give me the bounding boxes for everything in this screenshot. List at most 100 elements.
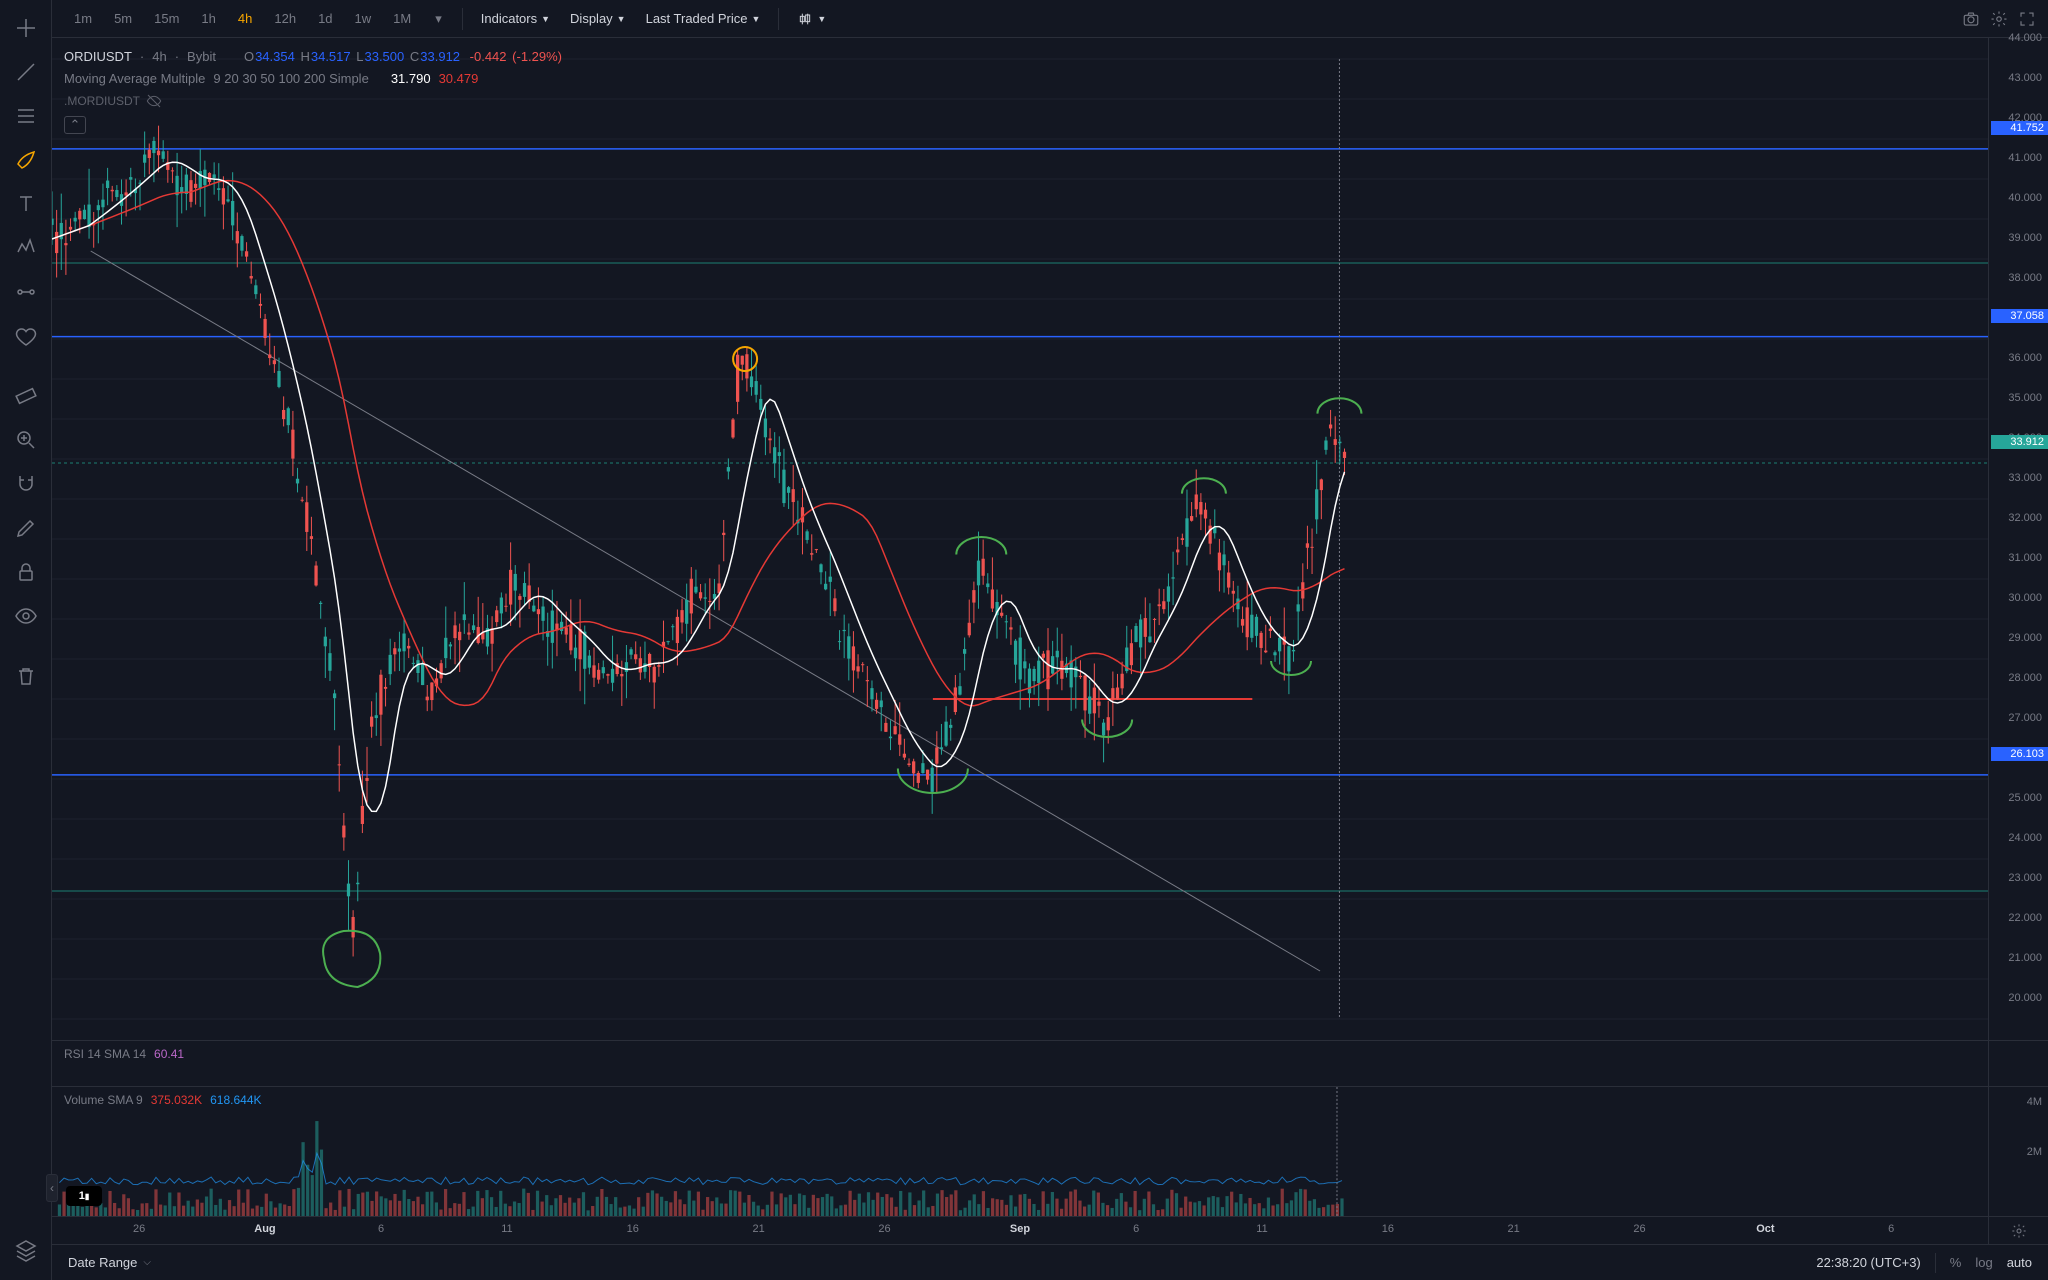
time-tick: 6 [378,1223,384,1235]
visibility-tool[interactable] [6,596,46,636]
volume-label[interactable]: Volume SMA 9 [64,1093,143,1107]
top-right-actions [1962,10,2036,28]
timeframe-4h[interactable]: 4h [228,7,262,30]
separator [462,8,463,30]
eye-off-icon[interactable] [146,93,162,109]
price-tick: 29.000 [2008,632,2042,644]
time-tick: 11 [1256,1223,1267,1235]
timeframe-1w[interactable]: 1w [345,7,382,30]
favorites-tool[interactable] [6,316,46,356]
timeframe-1h[interactable]: 1h [191,7,225,30]
price-axis[interactable]: 20.00021.00022.00023.00024.00025.00026.0… [1988,38,2048,1040]
price-tick: 24.000 [2008,832,2042,844]
price-tick: 22.000 [2008,912,2042,924]
rsi-value: 60.41 [154,1047,184,1061]
timeframe-1M[interactable]: 1M [383,7,421,30]
price-tick: 43.000 [2008,72,2042,84]
symbol-ticker[interactable]: ORDIUSDT [64,46,132,68]
trendline-tool[interactable] [6,52,46,92]
percent-toggle[interactable]: % [1950,1255,1962,1270]
time-axis-settings[interactable] [1988,1217,2048,1244]
top-toolbar: 1m5m15m1h4h12h1d1w1M ▾ Indicators ▼ Disp… [52,0,2048,38]
timeframe-5m[interactable]: 5m [104,7,142,30]
main-chart-panel[interactable]: ORDIUSDT · 4h · Bybit O34.354 H34.517 L3… [52,38,2048,1040]
forecast-tool[interactable] [6,272,46,312]
price-tick: 44.000 [2008,32,2042,44]
time-tick: 16 [627,1223,639,1235]
time-tick: 21 [753,1223,765,1235]
bottom-bar: Date Range⌵ 22:38:20 (UTC+3) % log auto [52,1244,2048,1280]
brush-tool[interactable] [6,140,46,180]
auto-toggle[interactable]: auto [2007,1255,2032,1270]
last-traded-dropdown[interactable]: Last Traded Price ▼ [638,7,769,30]
price-tick: 38.000 [2008,272,2042,284]
layers-icon[interactable] [6,1230,46,1270]
clock-display: 22:38:20 (UTC+3) [1816,1255,1920,1270]
panel-expand-handle[interactable]: ‹ [46,1174,58,1202]
delete-tool[interactable] [6,656,46,696]
ma-value-1: 31.790 [391,68,431,90]
legend-collapse-button[interactable]: ⌃ [64,116,86,134]
time-tick: Oct [1756,1223,1774,1235]
magnet-tool[interactable] [6,464,46,504]
rsi-label[interactable]: RSI 14 SMA 14 [64,1047,146,1061]
volume-axis[interactable]: 4M2M [1988,1087,2048,1216]
lock-tool[interactable] [6,552,46,592]
indicators-dropdown[interactable]: Indicators ▼ [473,7,558,30]
timeframe-1d[interactable]: 1d [308,7,342,30]
text-tool[interactable] [6,184,46,224]
log-toggle[interactable]: log [1975,1255,1992,1270]
fib-tool[interactable] [6,96,46,136]
tradingview-logo[interactable]: 1▮ [66,1186,102,1206]
candle-type-dropdown[interactable]: ▼ [789,7,834,31]
fullscreen-icon[interactable] [2018,10,2036,28]
ma-value-2: 30.479 [439,68,479,90]
rsi-panel[interactable]: RSI 14 SMA 14 60.41 [52,1040,2048,1086]
date-range-button[interactable]: Date Range⌵ [68,1255,151,1270]
price-chart-area[interactable]: ORDIUSDT · 4h · Bybit O34.354 H34.517 L3… [52,38,1988,1040]
volume-v2: 618.644K [210,1093,261,1107]
crosshair-tool[interactable] [6,8,46,48]
price-tick: 31.000 [2008,552,2042,564]
price-tick: 20.000 [2008,992,2042,1004]
time-tick: 26 [878,1223,890,1235]
drawing-toolbar [0,0,52,1280]
chart-legend: ORDIUSDT · 4h · Bybit O34.354 H34.517 L3… [64,46,564,136]
rsi-axis[interactable] [1988,1041,2048,1086]
volume-panel[interactable]: Volume SMA 9 375.032K 618.644K 1▮ ‹ 4M2M [52,1086,2048,1216]
time-tick: 21 [1508,1223,1520,1235]
ma-params: 9 20 30 50 100 200 Simple [213,68,368,90]
time-tick: 16 [1382,1223,1394,1235]
separator [778,8,779,30]
price-tick: 40.000 [2008,192,2042,204]
timeframe-group: 1m5m15m1h4h12h1d1w1M [64,7,421,30]
price-tick: 36.000 [2008,352,2042,364]
hidden-indicator-name[interactable]: .MORDIUSDT [64,90,140,112]
zoom-tool[interactable] [6,420,46,460]
timeframe-more[interactable]: ▾ [425,7,452,31]
price-tick: 41.000 [2008,152,2042,164]
volume-chart-svg [52,1087,1988,1216]
display-dropdown[interactable]: Display ▼ [562,7,634,30]
ohlc-display: O34.354 H34.517 L33.500 C33.912 -0.442 (… [244,46,564,68]
symbol-interval: 4h [152,46,166,68]
settings-icon[interactable] [1990,10,2008,28]
camera-icon[interactable] [1962,10,1980,28]
timeframe-12h[interactable]: 12h [264,7,306,30]
price-tag: 37.058 [1991,309,2048,323]
ma-name[interactable]: Moving Average Multiple [64,68,205,90]
time-axis[interactable]: 26Aug611162126Sep611162126Oct6 [52,1216,2048,1244]
edit-tool[interactable] [6,508,46,548]
app-root: 1m5m15m1h4h12h1d1w1M ▾ Indicators ▼ Disp… [0,0,2048,1280]
time-tick: 26 [1633,1223,1645,1235]
timeframe-1m[interactable]: 1m [64,7,102,30]
price-tick: 21.000 [2008,952,2042,964]
pattern-tool[interactable] [6,228,46,268]
main-area: 1m5m15m1h4h12h1d1w1M ▾ Indicators ▼ Disp… [52,0,2048,1280]
ruler-tool[interactable] [6,376,46,416]
timeframe-15m[interactable]: 15m [144,7,189,30]
price-tick: 30.000 [2008,592,2042,604]
symbol-exchange: Bybit [187,46,216,68]
price-tick: 27.000 [2008,712,2042,724]
volume-tick: 4M [2027,1096,2042,1108]
